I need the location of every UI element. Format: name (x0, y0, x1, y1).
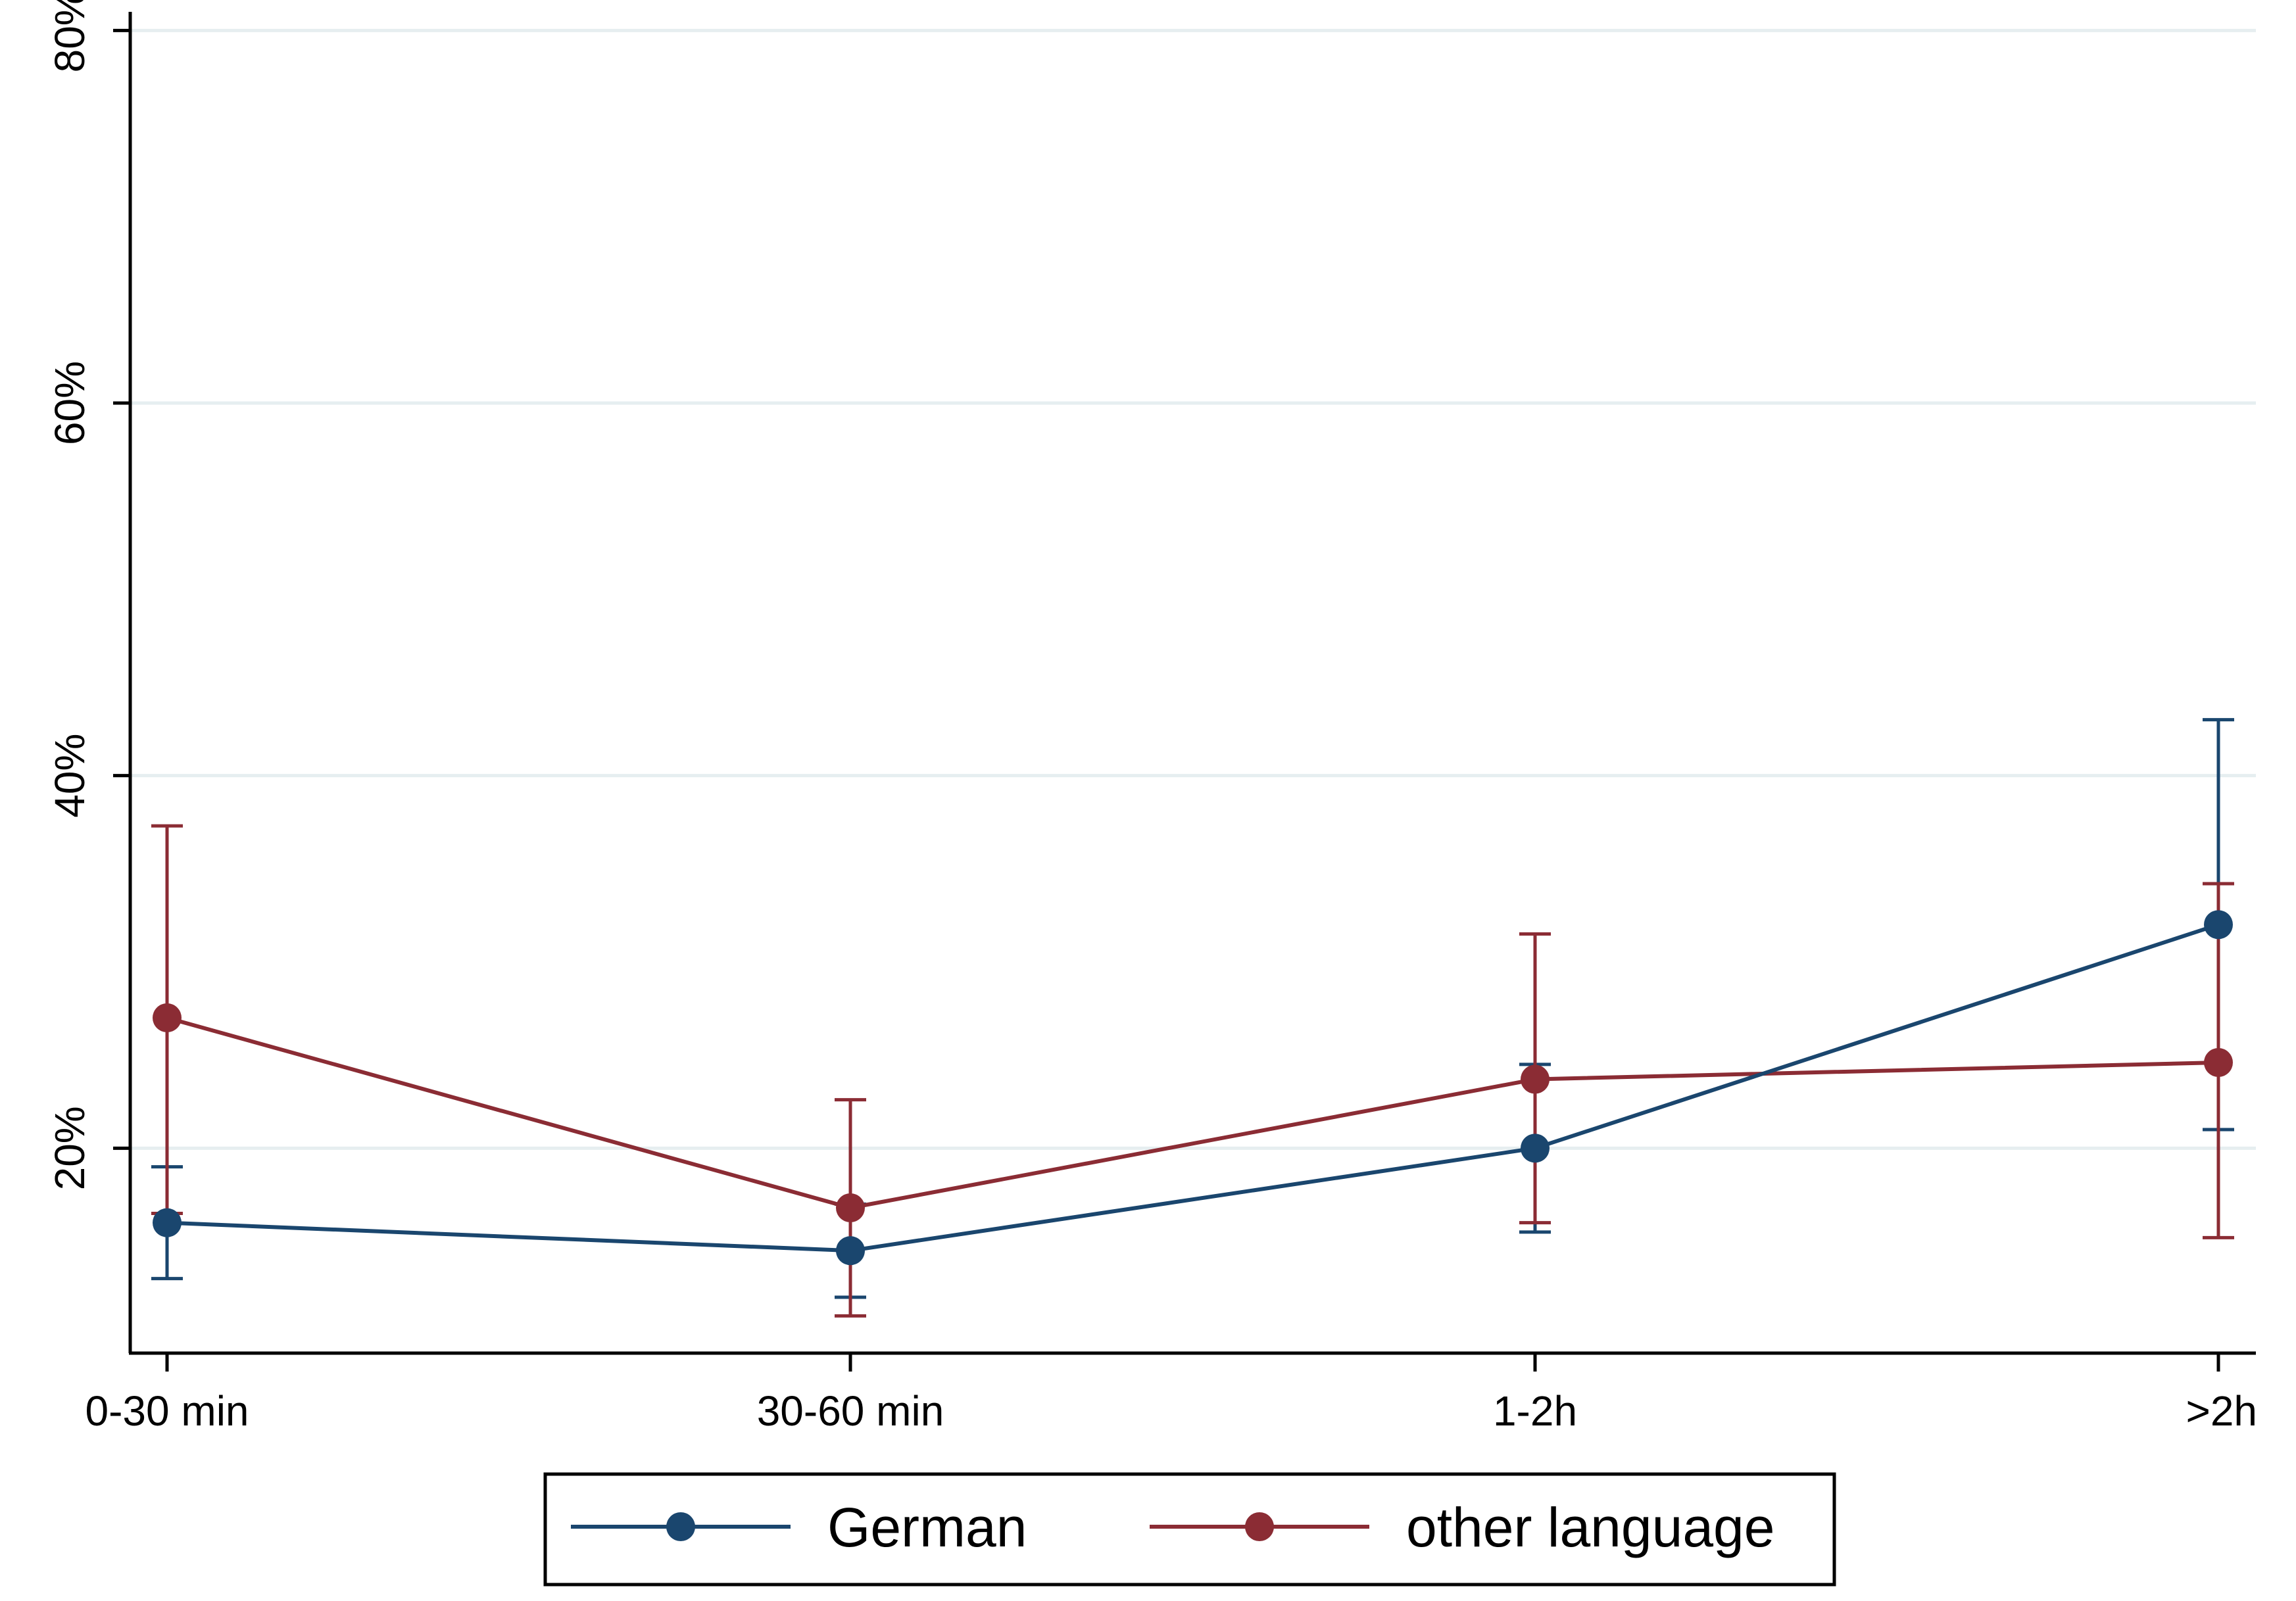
data-point (836, 1236, 865, 1266)
axes (128, 12, 2256, 1355)
y-tick-label: 40% (46, 734, 93, 818)
data-point (2204, 910, 2233, 940)
gridlines (130, 28, 2256, 1150)
legend: German other language (543, 1472, 1836, 1587)
series-line-1 (166, 1016, 2219, 1210)
y-tick-label: 20% (46, 1106, 93, 1190)
x-axis-ticks: 0-30 min 30-60 min 1-2h >2h (85, 1353, 2257, 1435)
data-point (2204, 1048, 2233, 1077)
y-axis-ticks: 20% 40% 60% 80% (46, 0, 130, 1190)
legend-box (543, 1472, 1836, 1587)
legend-marker (666, 1512, 695, 1541)
x-tick-label: >2h (2186, 1387, 2257, 1435)
legend-marker (1245, 1512, 1274, 1541)
data-point (153, 1003, 182, 1032)
legend-label: other language (1406, 1496, 1774, 1558)
legend-item: German (571, 1496, 1027, 1558)
legend-item: other language (1150, 1496, 1774, 1558)
y-tick-label: 60% (46, 361, 93, 445)
series-line-0 (166, 922, 2219, 1253)
y-tick-label: 80% (46, 0, 93, 72)
x-tick-label: 0-30 min (85, 1387, 249, 1435)
x-tick-label: 1-2h (1493, 1387, 1577, 1435)
series (151, 718, 2234, 1318)
data-point (1521, 1064, 1550, 1094)
x-tick-label: 30-60 min (757, 1387, 944, 1435)
data-point (1521, 1134, 1550, 1163)
data-point (153, 1208, 182, 1237)
data-point (836, 1193, 865, 1222)
legend-label: German (827, 1496, 1027, 1558)
